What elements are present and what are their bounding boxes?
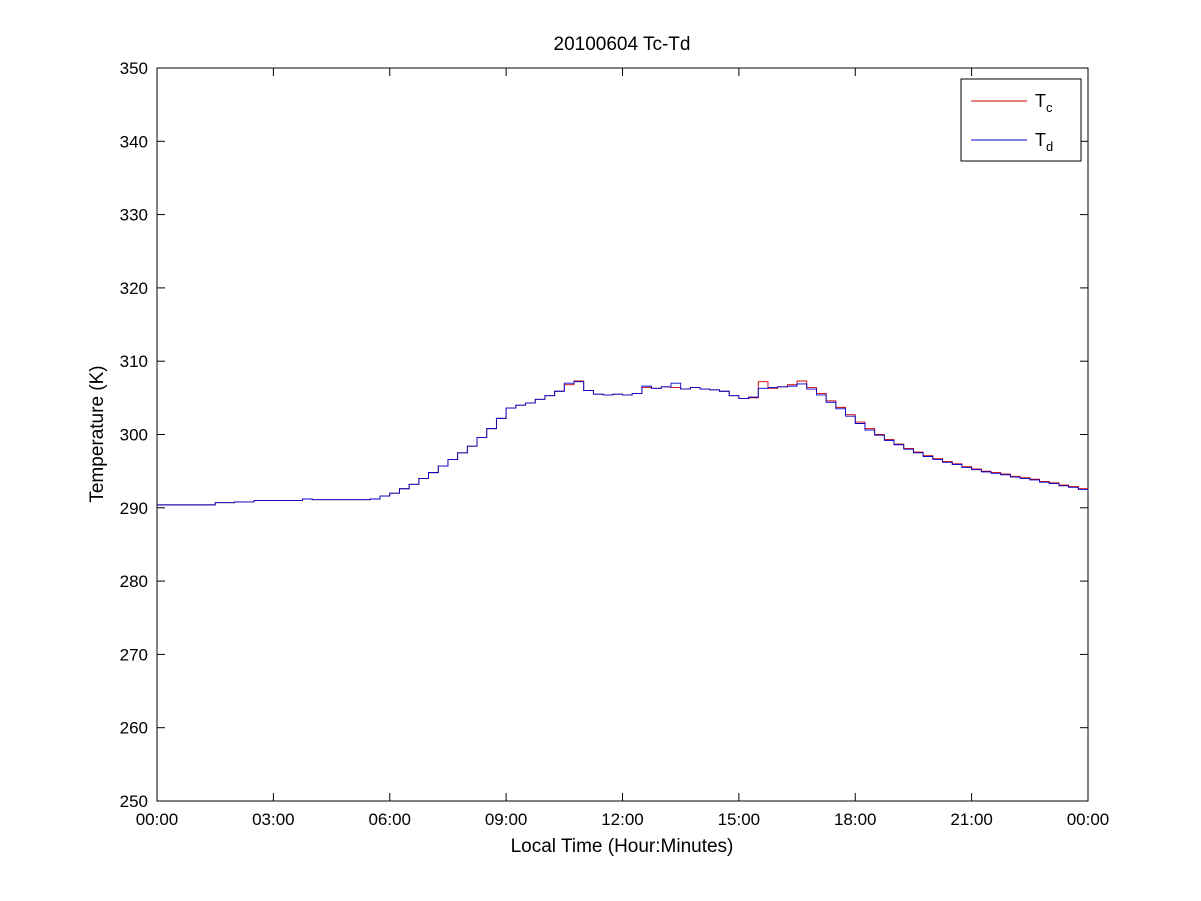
series-layer xyxy=(157,380,1089,506)
y-tick-label: 340 xyxy=(120,132,148,151)
x-tick-label: 15:00 xyxy=(718,810,761,829)
y-tick-label: 350 xyxy=(120,59,148,78)
y-tick-label: 290 xyxy=(120,499,148,518)
x-tick-label: 00:00 xyxy=(136,810,179,829)
y-tick-label: 300 xyxy=(120,426,148,445)
x-tick-label: 21:00 xyxy=(950,810,993,829)
axes-box xyxy=(156,67,1089,802)
axes-layer: 00:00 03:00 06:00 09:00 12:00 15:00 18:00 21:00… xyxy=(120,59,1110,829)
series-line-tc xyxy=(157,380,1089,506)
y-tick-label: 330 xyxy=(120,206,148,225)
x-tick-label: 12:00 xyxy=(601,810,644,829)
y-tick-label: 310 xyxy=(120,352,148,371)
x-tick-label: 18:00 xyxy=(834,810,877,829)
x-axis-label: Local Time (Hour:Minutes) xyxy=(511,836,734,857)
x-tick-label: 03:00 xyxy=(252,810,295,829)
x-tick-label: 00:00 xyxy=(1067,810,1110,829)
chart-title: 20100604 Tc-Td xyxy=(554,34,691,55)
x-tick-label: 09:00 xyxy=(485,810,528,829)
y-tick-label: 320 xyxy=(120,279,148,298)
legend-label-tc: Tc xyxy=(1035,91,1053,115)
legend-label-td: Td xyxy=(1035,130,1053,154)
legend-box xyxy=(960,78,1082,162)
x-tick-label: 06:00 xyxy=(368,810,411,829)
y-tick-label: 280 xyxy=(120,572,148,591)
legend: Tc Td xyxy=(960,78,1082,162)
y-tick-label: 250 xyxy=(120,792,148,811)
y-tick-label: 260 xyxy=(120,719,148,738)
y-axis-label: Temperature (K) xyxy=(87,365,108,502)
series-line-td xyxy=(157,381,1089,506)
y-tick-label: 270 xyxy=(120,645,148,664)
